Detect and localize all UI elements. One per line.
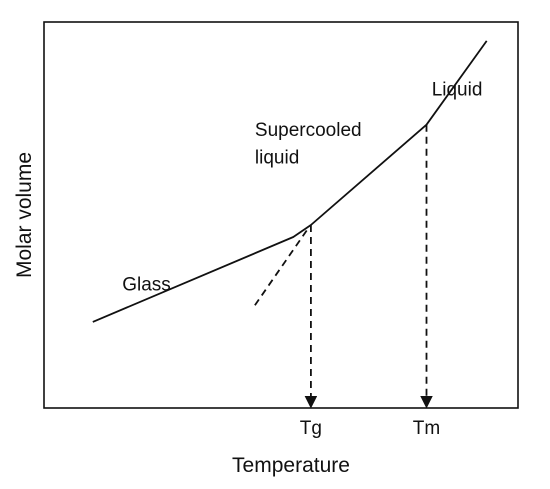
marker-label-tm: Tm <box>413 418 440 439</box>
marker-label-tg: Tg <box>300 418 322 439</box>
annotation-liquid: Liquid <box>432 79 483 100</box>
extrapolation-dashed-line <box>254 228 309 306</box>
annotation-liquid: liquid <box>255 147 299 168</box>
annotation-glass: Glass <box>122 275 171 296</box>
annotation-supercooled: Supercooled <box>255 120 362 141</box>
marker-layer: Tg Tm <box>300 124 440 439</box>
plot-frame <box>43 21 519 409</box>
y-axis-label: Molar volume <box>13 152 36 278</box>
annotation-layer: Glass Supercooled liquid Liquid <box>122 79 482 295</box>
x-axis-label: Temperature <box>232 454 350 477</box>
